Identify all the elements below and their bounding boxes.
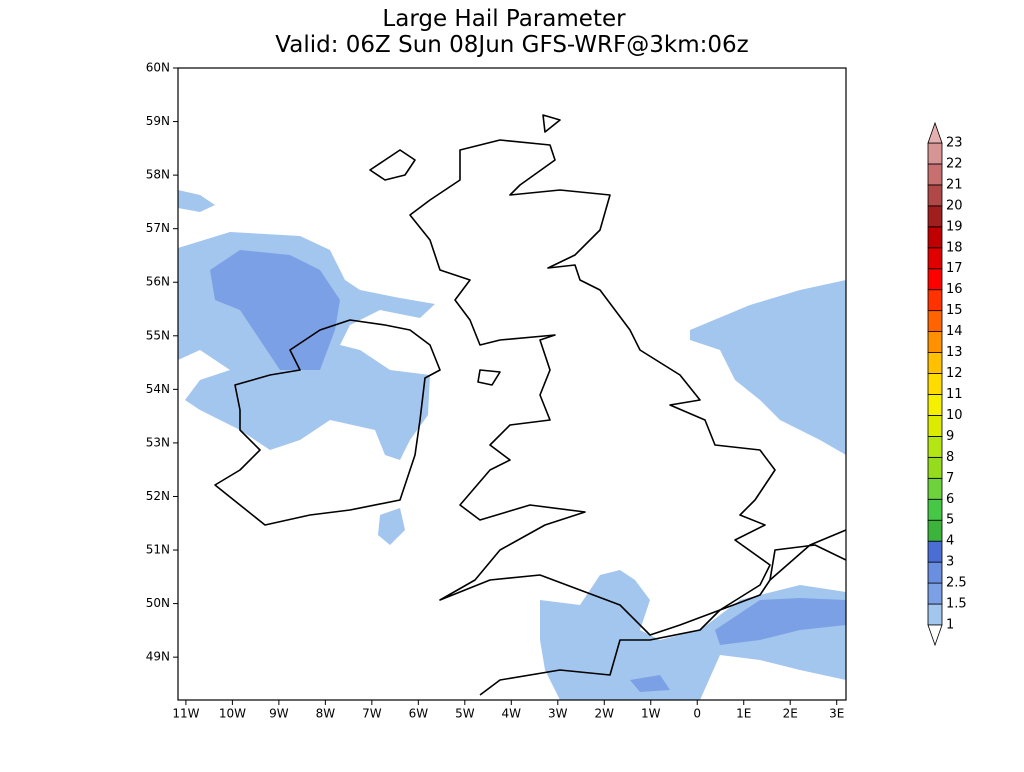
y-tick-label: 54N (146, 382, 170, 396)
colorbar-label: 10 (946, 408, 963, 423)
map-subtitle: Valid: 06Z Sun 08Jun GFS-WRF@3km:06z (275, 32, 748, 58)
colorbar-segment (927, 268, 943, 291)
y-tick-label: 55N (146, 328, 170, 342)
x-tick-label: 5W (455, 707, 475, 721)
colorbar-segment (927, 289, 943, 312)
colorbar-over (927, 121, 943, 144)
x-tick-label: 6W (409, 707, 429, 721)
colorbar-label: 13 (946, 345, 963, 360)
colorbar-label: 18 (946, 240, 963, 255)
y-tick-label: 58N (146, 168, 170, 182)
colorbar-label: 20 (946, 198, 963, 213)
colorbar-label: 5 (946, 513, 954, 528)
shade-region (540, 570, 846, 700)
colorbar-segment (927, 163, 943, 186)
colorbar-segment (927, 456, 943, 479)
colorbar-label: 21 (946, 177, 963, 192)
colorbar-label: 22 (946, 156, 963, 171)
colorbar-label: 7 (946, 471, 954, 486)
y-tick-label: 56N (146, 275, 170, 289)
x-tick-label: 3W (548, 707, 568, 721)
x-tick-label: 11W (172, 707, 199, 721)
colorbar-label: 6 (946, 492, 954, 507)
x-tick-label: 1E (736, 707, 751, 721)
colorbar-segment (927, 247, 943, 270)
colorbar-segment (927, 373, 943, 395)
y-tick-label: 57N (146, 221, 170, 235)
colorbar-label: 11 (946, 387, 963, 402)
colorbar-label: 16 (946, 282, 963, 297)
colorbar-segment (927, 205, 943, 228)
colorbar-label: 23 (946, 136, 963, 151)
colorbar-label: 3 (946, 555, 954, 570)
colorbar-segment (927, 331, 943, 353)
colorbar-segment (927, 394, 943, 416)
colorbar-label: 14 (946, 324, 963, 339)
y-tick-label: 51N (146, 543, 170, 557)
border-line (769, 544, 846, 581)
colorbar-segment (927, 142, 943, 165)
x-tick-label: 8W (316, 707, 336, 721)
x-tick-label: 1W (641, 707, 661, 721)
colorbar-label: 1.5 (946, 597, 967, 612)
shade-region (378, 508, 405, 545)
y-tick-label: 59N (146, 114, 170, 128)
colorbar-segment (927, 226, 943, 249)
map-area (178, 114, 846, 700)
colorbar-segment (927, 184, 943, 207)
x-tick-label: 0 (693, 707, 701, 721)
x-tick-label: 3E (829, 707, 844, 721)
x-tick-label: 7W (362, 707, 382, 721)
x-tick-label: 2W (595, 707, 615, 721)
y-tick-label: 49N (146, 650, 170, 664)
coastline-great-britain (409, 139, 776, 636)
colorbar-segment (927, 540, 943, 563)
colorbar-segment (927, 435, 943, 458)
colorbar-segment (927, 310, 943, 333)
colorbar-segment (927, 519, 943, 542)
colorbar-label: 9 (946, 429, 954, 444)
colorbar-label: 8 (946, 450, 954, 465)
y-tick-label: 50N (146, 596, 170, 610)
shade-region (690, 280, 846, 455)
y-tick-label: 53N (146, 435, 170, 449)
colorbar-segment (927, 498, 943, 521)
colorbar-segment (927, 477, 943, 500)
colorbar-segment (927, 352, 943, 374)
y-tick-label: 60N (146, 61, 170, 75)
x-tick-label: 10W (219, 707, 246, 721)
x-tick-label: 2E (783, 707, 798, 721)
shade-region (178, 190, 215, 212)
colorbar-label: 17 (946, 261, 963, 276)
shade-region (210, 250, 340, 370)
x-tick-label: 4W (502, 707, 522, 721)
colorbar-label: 19 (946, 219, 963, 234)
colorbar-segment (927, 415, 943, 437)
y-tick-label: 52N (146, 489, 170, 503)
coastline-islands (369, 114, 561, 386)
map-title: Large Hail Parameter (382, 6, 626, 32)
shade-region (715, 598, 846, 645)
map-frame (177, 67, 847, 701)
coastline-ireland (214, 319, 441, 526)
colorbar-under (927, 624, 943, 647)
colorbar-label: 15 (946, 303, 963, 318)
shade-region (630, 675, 670, 692)
colorbar-label: 1 (946, 618, 954, 633)
colorbar-segment (927, 561, 943, 584)
coastline-france (479, 529, 846, 696)
colorbar-label: 12 (946, 366, 963, 381)
colorbar-segment (927, 582, 943, 605)
colorbar-segment (927, 603, 943, 626)
colorbar-label: 2.5 (946, 576, 967, 591)
colorbar-label: 4 (946, 534, 954, 549)
x-tick-label: 9W (269, 707, 289, 721)
